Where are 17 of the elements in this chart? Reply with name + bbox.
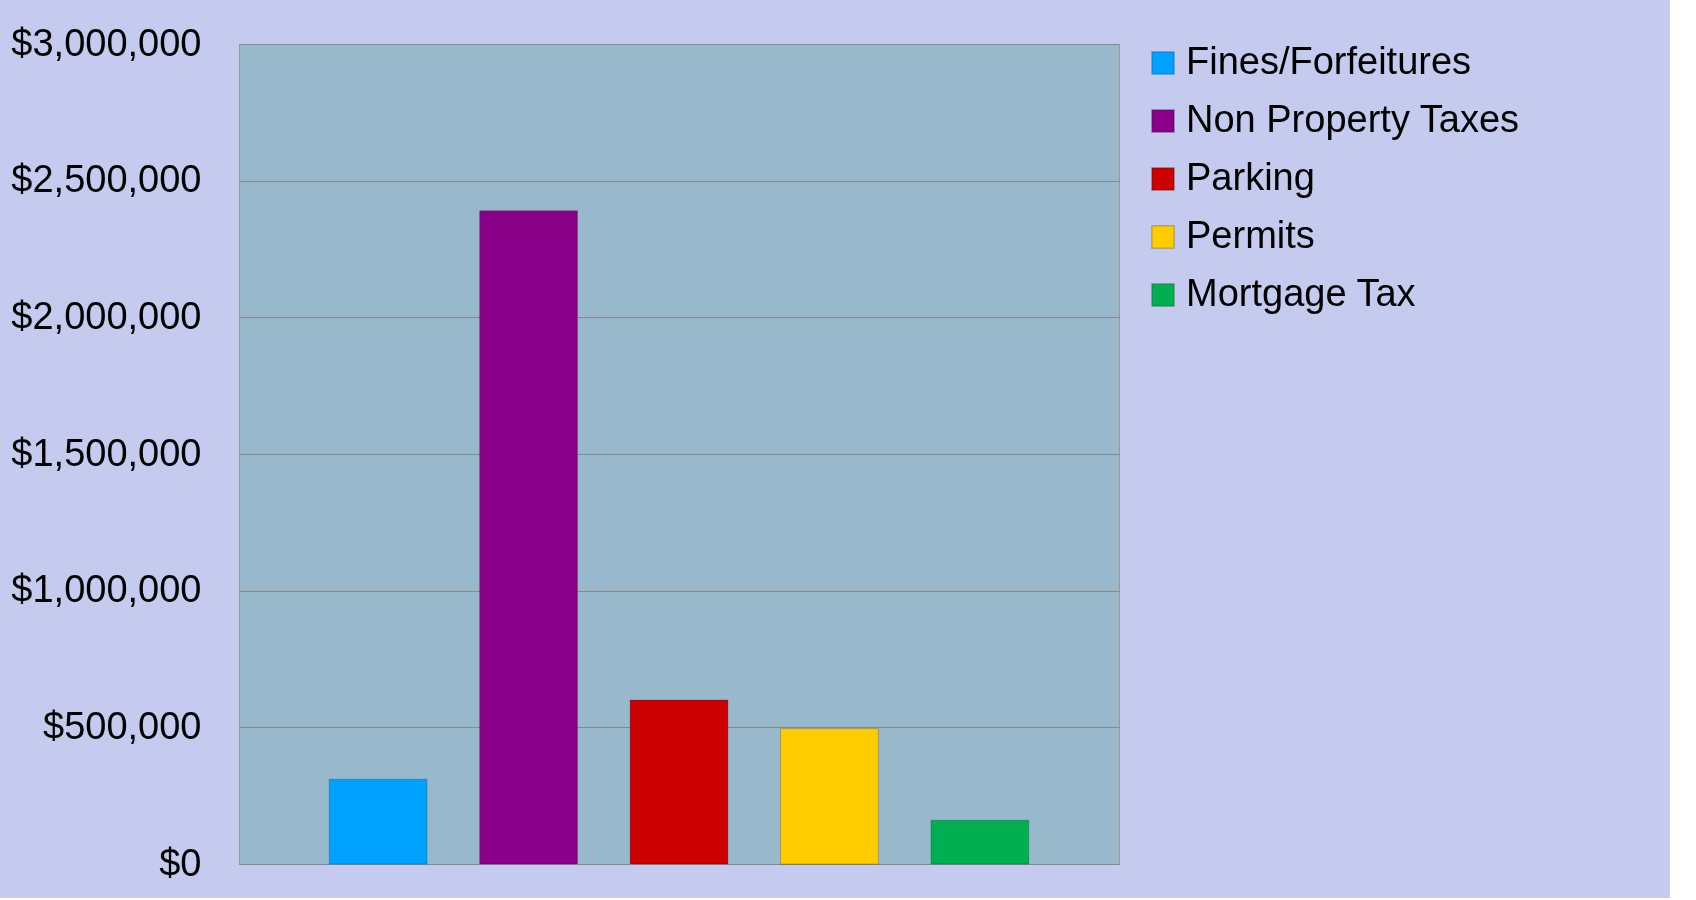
y-tick-label: $3,000,000 [11, 21, 202, 64]
legend-label: Permits [1186, 214, 1315, 256]
legend-label: Non Property Taxes [1186, 98, 1520, 140]
y-tick-label: $500,000 [43, 704, 202, 747]
legend-label: Parking [1186, 156, 1315, 198]
bar [328, 778, 428, 865]
legend-label: Mortgage Tax [1186, 272, 1416, 314]
bar [930, 819, 1030, 865]
bar [780, 728, 879, 865]
legend-label: Fines/Forfeitures [1186, 40, 1472, 82]
y-tick-label: $1,500,000 [11, 431, 202, 474]
y-tick-label: $0 [159, 841, 202, 884]
bar [479, 210, 578, 865]
y-tick-label: $2,000,000 [11, 294, 202, 337]
y-tick-label: $1,000,000 [11, 568, 202, 611]
y-tick-label: $2,500,000 [11, 158, 202, 201]
bar [629, 699, 729, 865]
